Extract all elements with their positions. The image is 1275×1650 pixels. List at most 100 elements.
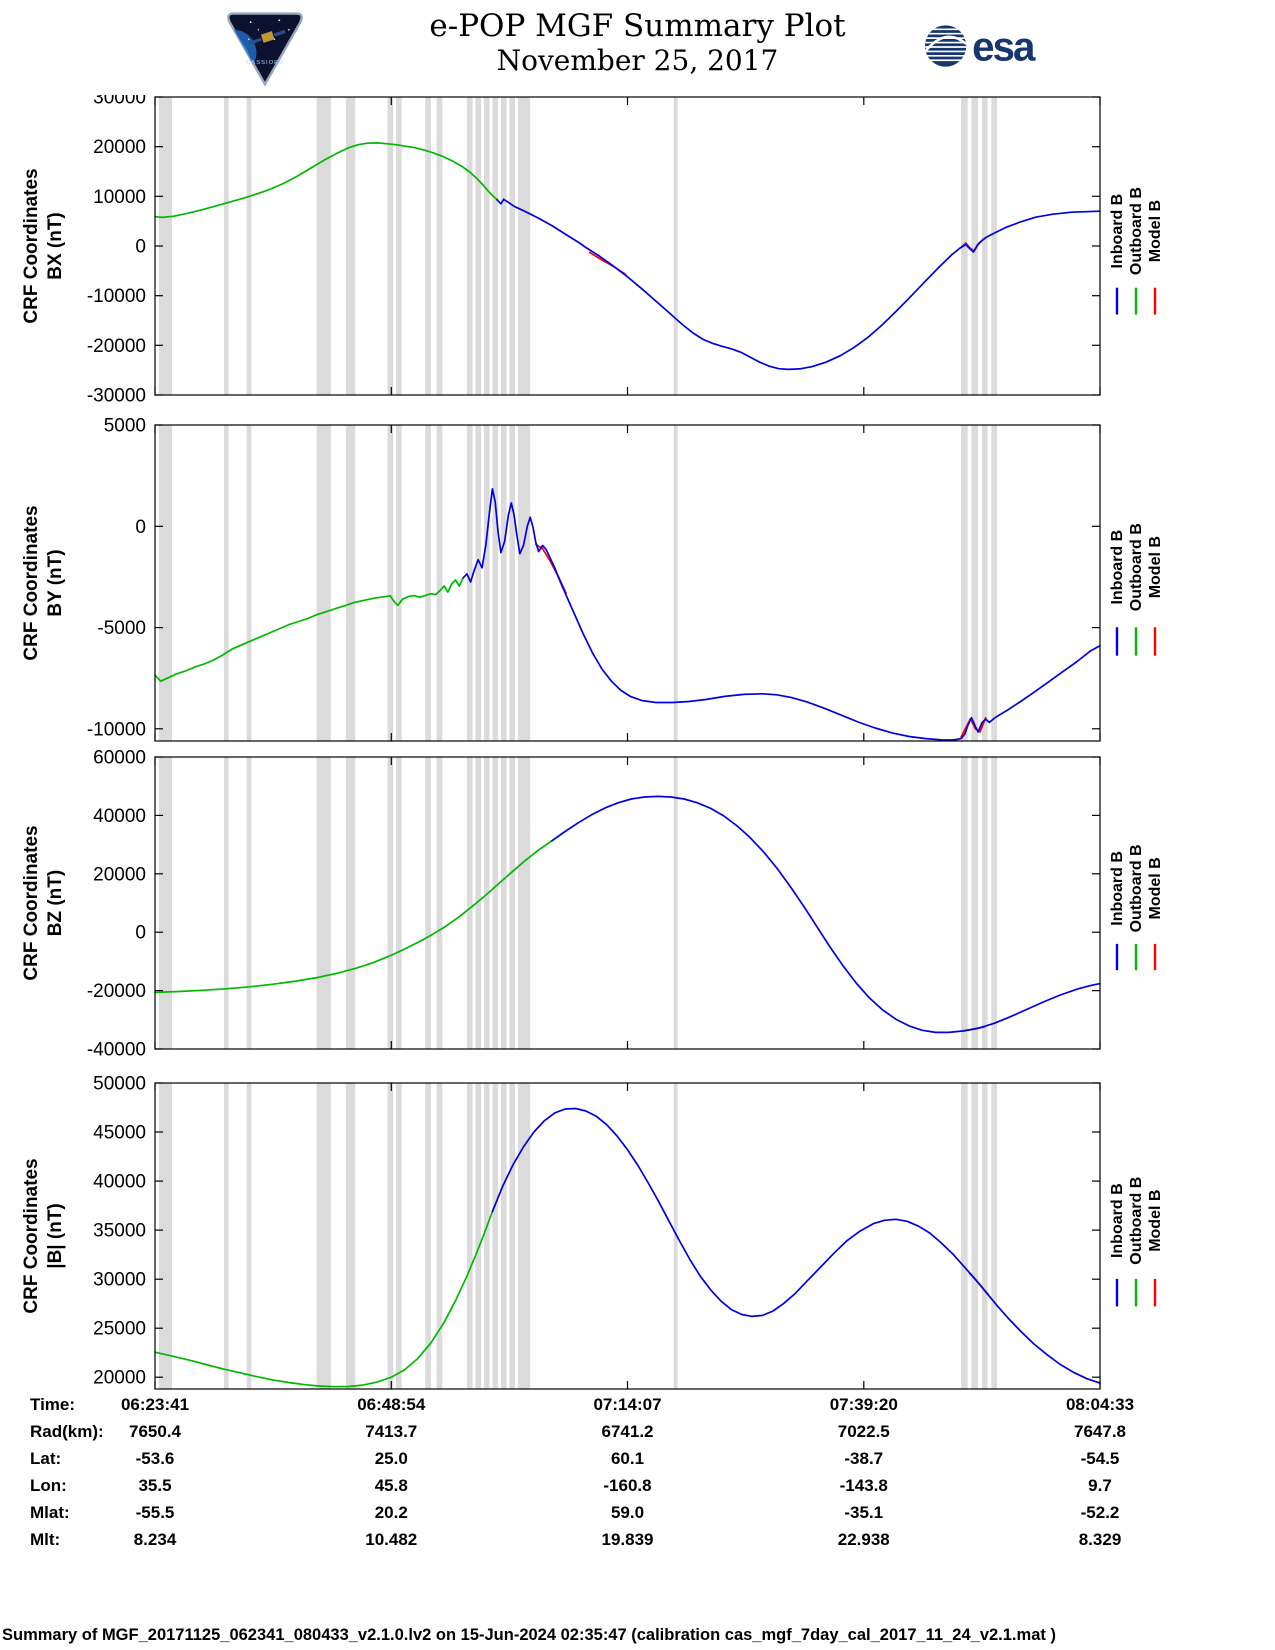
y-tick-label: 50000 xyxy=(93,1074,146,1095)
data-gap-band xyxy=(971,97,979,395)
series-inboard-path xyxy=(462,487,1101,741)
data-gap-band xyxy=(246,97,252,395)
y-tick-label: 30000 xyxy=(93,95,146,109)
table-cell: 9.7 xyxy=(1088,1476,1112,1495)
legend-label: Model B xyxy=(1147,1190,1164,1252)
patch-mission-name: CASSIOPE xyxy=(246,60,284,66)
plot-border xyxy=(154,424,1101,742)
table-row: Time: 06:23:41 06:48:54 07:14:07 07:39:20 08:… xyxy=(0,1395,1275,1422)
table-cell: -160.8 xyxy=(603,1476,652,1495)
data-gap-band xyxy=(158,1083,172,1389)
plot-border xyxy=(154,96,1101,396)
data-gap-band xyxy=(158,425,172,741)
y-tick-label: 25000 xyxy=(93,1319,146,1340)
header: CASSIOPE e-POP MGF Summary Plot November… xyxy=(0,0,1275,95)
table-cell: -52.2 xyxy=(1080,1503,1120,1522)
data-gap-band xyxy=(509,1083,516,1389)
data-gap-band xyxy=(246,425,252,741)
data-gap-band xyxy=(345,97,356,395)
table-row-label: Time: xyxy=(30,1395,76,1414)
data-gap-band xyxy=(483,97,490,395)
data-gap-band xyxy=(673,1083,678,1389)
y-axis-label: |B| (nT) xyxy=(45,1203,66,1269)
data-gap-band xyxy=(483,425,490,741)
data-gap-band xyxy=(387,97,394,395)
table-cell: 7647.8 xyxy=(1074,1422,1126,1441)
y-tick-label: -40000 xyxy=(87,1040,146,1061)
table-row: Lon: 35.5 45.8 -160.8 -143.8 9.7 xyxy=(0,1476,1275,1503)
plot-title-block: e-POP MGF Summary Plot November 25, 2017 xyxy=(0,8,1275,78)
data-gap-band xyxy=(517,757,531,1049)
series-outboard-path xyxy=(154,1210,494,1388)
y-tick-label: -10000 xyxy=(87,286,146,307)
footer-caption: Summary of MGF_20171125_062341_080433_v2… xyxy=(2,1626,1056,1644)
y-axis-label: CRF Coordinates xyxy=(21,1158,42,1313)
table-cell: 8.329 xyxy=(1078,1530,1122,1549)
data-gap-band xyxy=(425,97,431,395)
data-gap-band xyxy=(246,1083,252,1389)
y-tick-label: -20000 xyxy=(87,981,146,1002)
y-axis-label: BY (nT) xyxy=(45,549,66,616)
table-cell: 07:39:20 xyxy=(829,1395,898,1414)
summary-plot-svg: 30000 20000 10000 0 -10000 -20000 -30000 CRF Co… xyxy=(21,95,1164,1390)
legend-label: Inboard B xyxy=(1109,851,1126,926)
data-gap-band xyxy=(517,97,531,395)
data-gap-band xyxy=(991,757,997,1049)
data-gap-band xyxy=(345,425,356,741)
y-tick-label: 0 xyxy=(135,923,146,944)
data-gap-band xyxy=(673,757,678,1049)
table-cell: -38.7 xyxy=(844,1449,884,1468)
y-tick-label: 30000 xyxy=(93,1270,146,1291)
series-outboard-path xyxy=(154,142,498,219)
data-gap-band xyxy=(466,1083,473,1389)
data-gap-band xyxy=(316,757,331,1049)
data-gap-band xyxy=(475,425,482,741)
table-row: Mlat: -55.5 20.2 59.0 -35.1 -52.2 xyxy=(0,1503,1275,1530)
series-inboard-path xyxy=(491,1107,1101,1384)
legend-label: Outboard B xyxy=(1128,1177,1145,1265)
table-row-label: Lat: xyxy=(30,1449,62,1468)
data-gap-band xyxy=(246,757,252,1049)
data-gap-band xyxy=(500,1083,507,1389)
legend-label: Model B xyxy=(1147,200,1164,262)
legend-label: Inboard B xyxy=(1109,1183,1126,1258)
table-cell: 35.5 xyxy=(138,1476,172,1495)
y-tick-label: 40000 xyxy=(93,806,146,827)
y-tick-label: 40000 xyxy=(93,1172,146,1193)
esa-logo: esa xyxy=(924,25,1038,70)
data-gap-band xyxy=(345,1083,356,1389)
data-gap-band xyxy=(500,425,507,741)
data-gap-band xyxy=(981,1083,988,1389)
legend-label: Outboard B xyxy=(1128,844,1145,932)
y-axis-label: CRF Coordinates xyxy=(21,825,42,980)
data-gap-band xyxy=(961,757,968,1049)
data-gap-band xyxy=(492,97,499,395)
data-gap-band xyxy=(500,97,507,395)
table-cell: 8.234 xyxy=(133,1530,177,1549)
data-gap-band xyxy=(509,757,516,1049)
data-gap-band xyxy=(316,1083,331,1389)
table-cell: 20.2 xyxy=(374,1503,408,1522)
y-tick-label: 10000 xyxy=(93,187,146,208)
table-row: Lat: -53.6 25.0 60.1 -38.7 -54.5 xyxy=(0,1449,1275,1476)
legend-label: Model B xyxy=(1147,857,1164,919)
data-gap-band xyxy=(492,757,499,1049)
data-gap-band xyxy=(971,757,979,1049)
table-cell: 7022.5 xyxy=(837,1422,890,1441)
table-row-label: Mlt: xyxy=(30,1530,61,1549)
data-gap-band xyxy=(316,425,331,741)
data-gap-band xyxy=(509,97,516,395)
y-tick-label: 20000 xyxy=(93,864,146,885)
data-gap-band xyxy=(224,757,229,1049)
table-cell: -143.8 xyxy=(839,1476,888,1495)
y-tick-label: 0 xyxy=(135,237,146,258)
data-gap-band xyxy=(981,97,988,395)
data-gap-band xyxy=(436,425,443,741)
data-gap-band xyxy=(492,1083,499,1389)
table-cell: 06:48:54 xyxy=(357,1395,426,1414)
table-row-label: Rad(km): xyxy=(30,1422,104,1441)
table-row: Mlt: 8.234 10.482 19.839 22.938 8.329 xyxy=(0,1530,1275,1557)
esa-logo-text: esa xyxy=(972,25,1036,70)
table-cell: 7650.4 xyxy=(129,1422,181,1441)
